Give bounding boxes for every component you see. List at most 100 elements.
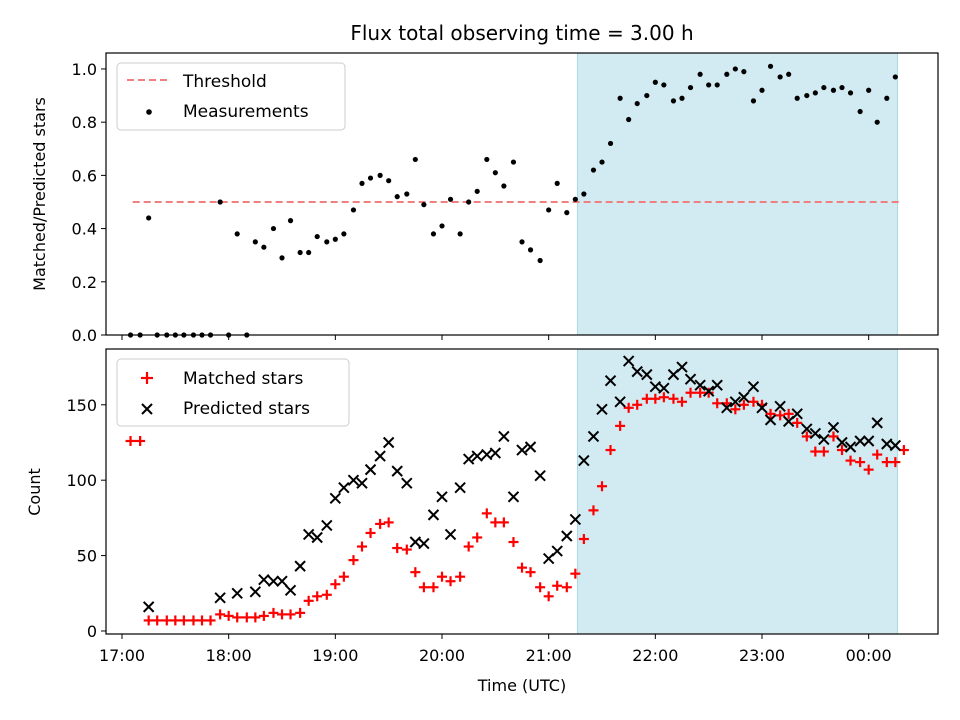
predicted-stars-point (862, 435, 875, 447)
predicted-stars-point (604, 374, 617, 387)
predicted-stars-point (294, 560, 306, 572)
predicted-stars-point (364, 463, 377, 476)
top-legend: Threshold Measurements (116, 62, 346, 131)
predicted-stars-point (658, 382, 670, 394)
matched-stars-point (623, 402, 634, 413)
measurement-point (297, 249, 303, 256)
matched-stars-point (810, 446, 821, 457)
predicted-stars-point (498, 430, 510, 443)
measurement-point (332, 236, 338, 242)
measurement-point (679, 95, 685, 101)
legend-matched-swatch (141, 372, 153, 384)
predicted-stars-point (284, 584, 297, 596)
predicted-stars-point (747, 380, 760, 393)
matched-stars-point (241, 612, 252, 623)
matched-stars-point (578, 534, 589, 544)
predicted-stars-point (561, 530, 573, 542)
matched-stars-point (570, 568, 581, 579)
matched-stars-point (205, 615, 216, 626)
matched-stars-point (605, 445, 616, 456)
matched-stars-point (872, 449, 883, 460)
measurement-point (759, 87, 765, 93)
predicted-stars-point (881, 438, 893, 450)
matched-stars-point (258, 610, 269, 621)
predicted-stars-point (516, 444, 528, 456)
matched-stars-point (303, 595, 314, 606)
matched-stars-point (525, 567, 536, 578)
measurement-point (581, 191, 587, 197)
measurement-point (750, 98, 757, 104)
measurement-point (386, 178, 392, 184)
measurement-point (794, 95, 800, 101)
predicted-stars-point (801, 423, 813, 435)
matched-stars-point (765, 408, 776, 419)
measurement-point (492, 170, 498, 176)
x-tick-label: 21:00 (526, 646, 572, 665)
predicted-stars-point (427, 509, 440, 521)
x-tick-label: 23:00 (739, 646, 785, 665)
matched-stars-point (445, 576, 456, 587)
x-tick-label: 20:00 (419, 646, 465, 665)
matched-stars-point (143, 615, 154, 626)
y-tick-label: 0.2 (72, 273, 97, 292)
predicted-stars-point (641, 368, 653, 381)
measurement-point (261, 244, 267, 250)
measurement-point (527, 247, 534, 253)
matched-stars-point (818, 446, 829, 457)
matched-stars-point (232, 612, 243, 623)
predicted-stars-point (702, 385, 715, 397)
matched-stars-point (535, 582, 546, 593)
measurement-point (377, 172, 383, 178)
x-axis-label: Time (UTC) (477, 676, 566, 695)
predicted-stars-point (551, 545, 563, 557)
matched-stars-point (472, 532, 483, 543)
matched-stars-point (703, 387, 714, 398)
measurement-point (474, 188, 480, 194)
x-tick-label: 18:00 (206, 646, 252, 665)
predicted-stars-point (889, 439, 902, 452)
predicted-stars-point (587, 430, 600, 443)
predicted-stars-point (347, 474, 360, 486)
matched-stars-point (428, 582, 439, 593)
measurement-point (786, 71, 792, 77)
predicted-stars-point (534, 469, 546, 482)
top-legend-box (116, 62, 346, 131)
matched-stars-point (845, 455, 856, 466)
predicted-stars-point (774, 400, 786, 413)
predicted-stars-point (338, 482, 350, 494)
predicted-stars-point (454, 482, 466, 494)
y-tick-label: 0.0 (72, 326, 97, 345)
matched-stars-point (178, 615, 189, 626)
matched-stars-point (863, 464, 874, 475)
bottom-panel-frame (105, 348, 939, 635)
measurement-point (439, 223, 445, 229)
measurement-point (670, 98, 677, 104)
matched-stars-point (775, 410, 786, 421)
matched-stars-point (455, 571, 466, 582)
measurement-point (847, 90, 854, 96)
measurement-point (501, 183, 507, 189)
legend-matched-label: Matched stars (183, 369, 303, 389)
measurement-point (217, 199, 223, 205)
measurement-point (394, 194, 400, 200)
y-tick-label: 0.8 (72, 113, 97, 132)
matched-stars-point (685, 387, 696, 398)
predicted-stars-point (267, 575, 280, 587)
y-tick-label: 0 (87, 622, 97, 641)
measurement-point (874, 119, 880, 125)
measurement-point (359, 180, 365, 186)
matched-stars-point (268, 607, 279, 618)
matched-stars-point (481, 508, 492, 519)
predicted-stars-point (374, 450, 386, 462)
matched-stars-point (783, 408, 794, 419)
legend-predicted-swatch (141, 403, 153, 415)
predicted-stars-point (462, 453, 475, 465)
predicted-stars-point (854, 435, 866, 447)
measurement-point (830, 87, 837, 93)
predicted-stars-point (764, 414, 777, 426)
matched-stars-point (677, 396, 687, 407)
predicted-stars-point (578, 454, 590, 467)
measurement-point (546, 207, 552, 213)
matched-stars-point (463, 541, 474, 552)
matched-stars-point (658, 392, 669, 403)
